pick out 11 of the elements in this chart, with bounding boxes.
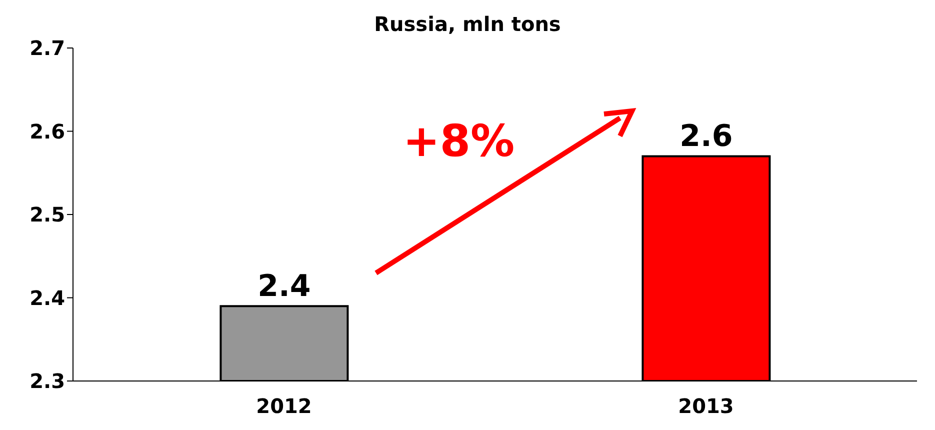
data-label: 2.4 — [258, 269, 311, 304]
y-tick-label: 2.5 — [30, 202, 65, 227]
chart-title: Russia, mln tons — [373, 12, 562, 36]
y-tick-label: 2.4 — [30, 286, 65, 310]
data-label: 2.6 — [680, 119, 733, 154]
y-tick-label: 2.3 — [30, 369, 65, 394]
x-tick-label: 2013 — [678, 394, 734, 418]
x-tick-label: 2012 — [256, 394, 312, 418]
y-tick-label: 2.6 — [30, 119, 65, 144]
annotation: +8% — [403, 116, 515, 167]
y-tick-label: 2.7 — [30, 36, 65, 60]
